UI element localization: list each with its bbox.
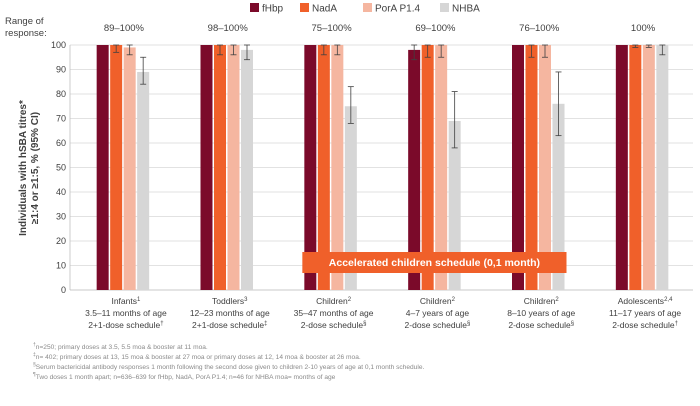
y-tick-label: 90 (56, 65, 66, 75)
footnote-1: †n=250; primary doses at 3.5, 5.5 moa & … (33, 342, 208, 352)
bar-pora-p1.4 (539, 45, 551, 290)
legend-label: PorA P1.4 (375, 4, 420, 15)
group-label-line1: Toddlers3 (212, 296, 248, 306)
y-tick-label: 20 (56, 236, 66, 246)
bar-nada (317, 45, 330, 290)
legend-swatch-fhbp (250, 3, 259, 12)
legend-label: fHbp (262, 4, 284, 15)
bar-fhbp (615, 45, 628, 290)
footnote-3: §Serum bactericidal antibody responses 1… (33, 362, 425, 372)
group-label-line1: Children2 (420, 296, 456, 306)
group-label-line1: Children2 (316, 296, 352, 306)
range-label: 69–100% (415, 23, 456, 34)
bar-fhbp (408, 49, 421, 291)
range-label: 98–100% (208, 23, 249, 34)
bar-nhba (448, 120, 461, 290)
legend-swatch-nada (300, 3, 309, 12)
schedule-annotation-box (302, 252, 567, 273)
bar-nhba (344, 106, 357, 290)
bar-fhbp (200, 45, 213, 290)
bar-pora-p1.4 (123, 47, 136, 291)
bar-fhbp (304, 45, 317, 290)
legend-swatch-pora-p1.4 (363, 3, 372, 12)
group-label-line3: 2+1-dose schedule‡ (192, 320, 267, 330)
y-tick-label: 60 (56, 138, 66, 148)
y-axis-label-line1: Individuals with hSBA titres* (18, 100, 29, 236)
schedule-annotation-text: Accelerated children schedule (0,1 month… (329, 257, 540, 269)
group-label-line2: 35–47 months of age (294, 308, 374, 318)
group-label-line3: 2-dose schedule§ (405, 320, 471, 330)
bar-nhba (241, 49, 253, 291)
bar-nhba (137, 71, 150, 290)
y-tick-label: 50 (56, 163, 66, 173)
bar-nada (110, 45, 123, 290)
bar-nada (629, 45, 642, 290)
range-header-line2: response: (5, 28, 47, 39)
group-label-line3: 2-dose schedule† (612, 320, 678, 330)
range-label: 89–100% (104, 23, 145, 34)
bar-fhbp (512, 45, 524, 290)
y-tick-label: 30 (56, 212, 66, 222)
bar-pora-p1.4 (227, 45, 240, 290)
legend-label: NadA (312, 4, 337, 15)
bar-pora-p1.4 (435, 45, 448, 290)
bar-nada (421, 45, 434, 290)
y-tick-label: 0 (61, 285, 66, 295)
legend-label: NHBA (452, 4, 480, 15)
range-label: 76–100% (519, 23, 560, 34)
group-label-line3: 2+1-dose schedule† (88, 320, 163, 330)
group-label-line2: 12–23 months of age (190, 308, 270, 318)
group-label-line2: 4–7 years of age (406, 308, 470, 318)
group-label-line3: 2-dose schedule§ (508, 320, 574, 330)
y-tick-label: 40 (56, 187, 66, 197)
bar-nhba (656, 45, 669, 290)
bar-fhbp (96, 45, 109, 290)
group-label-line2: 8–10 years of age (507, 308, 575, 318)
y-tick-label: 10 (56, 261, 66, 271)
group-label-line1: Children2 (524, 296, 560, 306)
group-label-line3: 2-dose schedule§ (301, 320, 367, 330)
y-tick-label: 80 (56, 89, 66, 99)
range-label: 75–100% (312, 23, 353, 34)
y-tick-label: 70 (56, 114, 66, 124)
bar-nada (214, 45, 226, 290)
y-axis-label-line2: ≥1:4 or ≥1:5, % (95% CI) (30, 112, 41, 224)
group-label-line1: Adolescents2,4 (618, 296, 673, 306)
bar-nhba (552, 103, 565, 290)
footnote-4: ¶Two doses 1 month apart; n=636–639 for … (33, 372, 336, 382)
footnote-2: ‡n= 402; primary doses at 13, 15 moa & b… (33, 352, 361, 362)
y-tick-label: 100 (51, 40, 66, 50)
legend-swatch-nhba (440, 3, 449, 12)
bar-nada (525, 45, 538, 290)
bar-pora-p1.4 (331, 45, 344, 290)
group-label-line2: 11–17 years of age (609, 308, 681, 318)
group-label-line1: Infants1 (111, 296, 141, 306)
group-label-line2: 3.5–11 months of age (85, 308, 167, 318)
bar-pora-p1.4 (642, 45, 655, 290)
range-label: 100% (631, 23, 656, 34)
range-header-line1: Range of (5, 16, 44, 27)
